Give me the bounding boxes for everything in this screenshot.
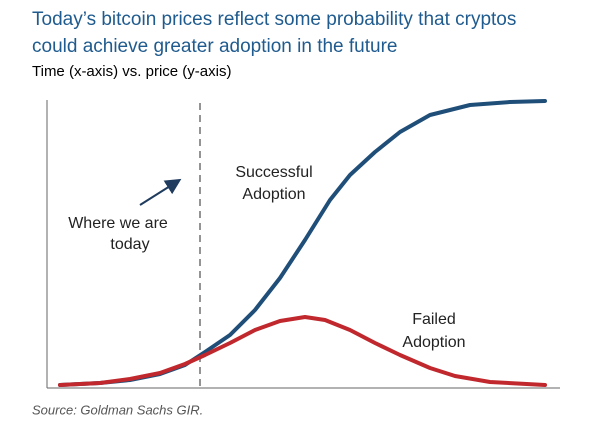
annotation: Failed (412, 311, 456, 328)
failed-curve (58, 315, 547, 387)
annotation: Where we are (68, 215, 168, 232)
annotation: Successful (235, 164, 312, 181)
title-line: Today’s bitcoin prices reflect some prob… (32, 9, 516, 30)
arrow (139, 178, 182, 206)
annotation: Adoption (242, 186, 305, 203)
source: Source: Goldman Sachs GIR. (32, 402, 203, 417)
subtitle: Time (x-axis) vs. price (y-axis) (32, 63, 231, 80)
annotation: today (110, 236, 149, 253)
annotation: Adoption (402, 334, 465, 351)
title-line: could achieve greater adoption in the fu… (32, 36, 397, 57)
